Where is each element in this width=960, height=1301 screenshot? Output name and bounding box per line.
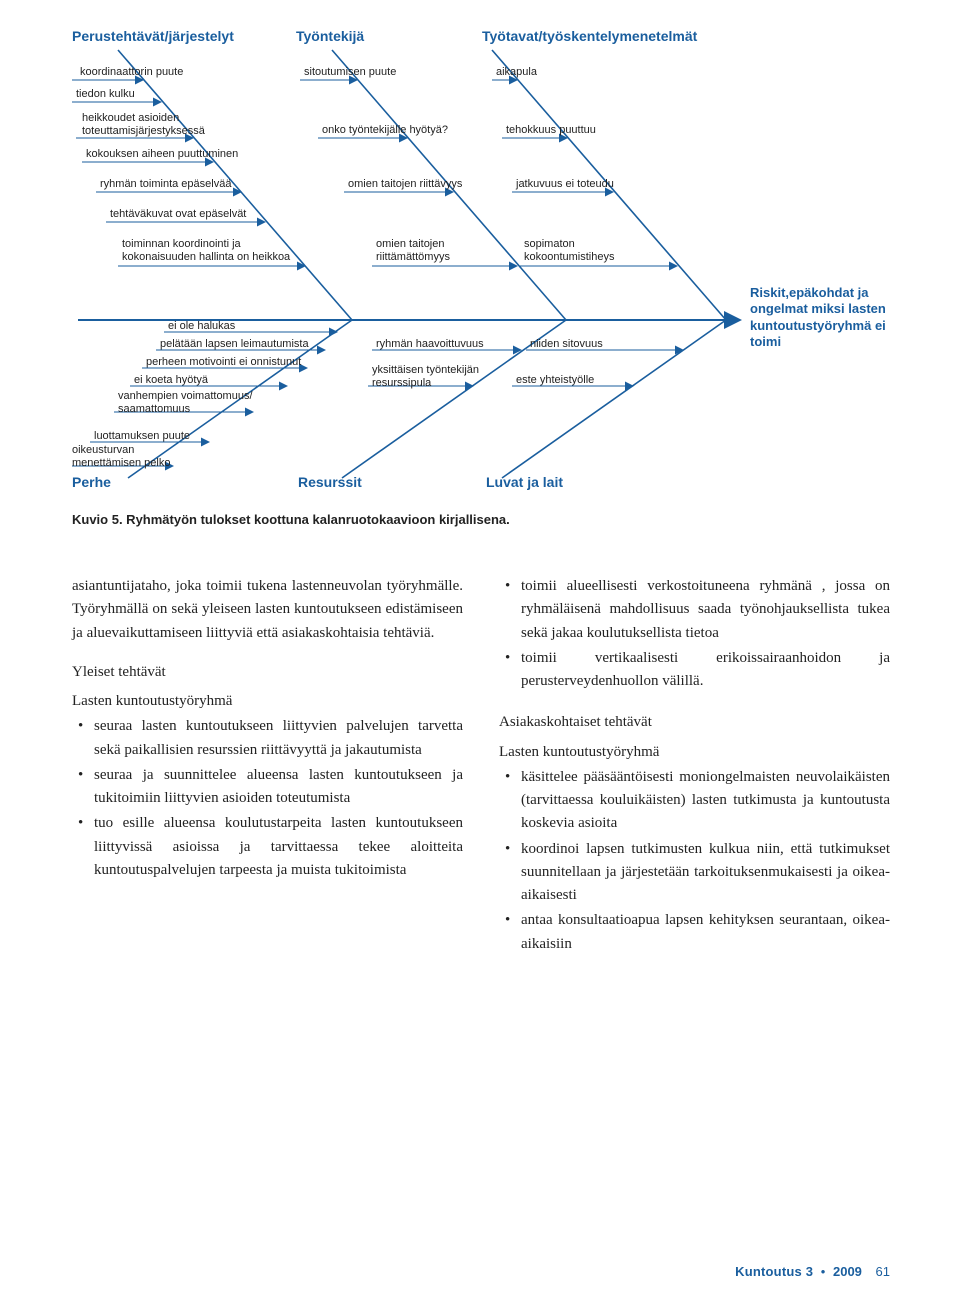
list-item: toimii alueellisesti verkostoituneena ry… bbox=[499, 575, 890, 645]
fish-label: este yhteistyölle bbox=[516, 374, 594, 387]
fish-label: tehokkuus puuttuu bbox=[506, 124, 596, 137]
footer-page: 61 bbox=[866, 1264, 890, 1279]
footer-separator-icon: • bbox=[817, 1264, 830, 1279]
list-item: toimii vertikaalisesti erikoissairaanhoi… bbox=[499, 647, 890, 694]
list-item: antaa konsultaatioapua lapsen kehityksen… bbox=[499, 909, 890, 956]
fish-label: ei ole halukas bbox=[168, 320, 235, 333]
fish-label: vanhempien voimattomuus/ saamattomuus bbox=[118, 390, 268, 416]
body-paragraph: asiantuntijataho, joka toimii tukena las… bbox=[72, 575, 463, 645]
list-item: koordinoi lapsen tutkimusten kulkua niin… bbox=[499, 838, 890, 908]
lead-line: Lasten kuntoutustyöryhmä bbox=[72, 690, 463, 713]
fish-label: tiedon kulku bbox=[76, 88, 135, 101]
fish-label: toiminnan koordinointi ja kokonaisuuden … bbox=[122, 238, 302, 264]
fish-header-bot-mid: Resurssit bbox=[298, 474, 362, 490]
fish-label: sopimaton kokoontumistiheys bbox=[524, 238, 644, 264]
fish-header-top-left: Perustehtävät/järjestelyt bbox=[72, 28, 234, 44]
list-item: käsittelee pääsääntöisesti moniongelmais… bbox=[499, 766, 890, 836]
fish-label: onko työntekijälle hyötyä? bbox=[322, 124, 448, 137]
body-list: toimii alueellisesti verkostoituneena ry… bbox=[499, 575, 890, 693]
fish-label: yksittäisen työntekijän resurssipula bbox=[372, 364, 502, 390]
body-list: seuraa lasten kuntoutukseen liittyvien p… bbox=[72, 715, 463, 882]
fish-label: niiden sitovuus bbox=[530, 338, 603, 351]
fish-label: omien taitojen riittämättömyys bbox=[376, 238, 476, 264]
fishbone-outcome: Riskit,epäkohdat ja ongelmat miksi laste… bbox=[750, 285, 896, 350]
fish-label: heikkoudet asioiden toteuttamisjärjestyk… bbox=[82, 112, 222, 138]
page-footer: Kuntoutus 3 • 2009 61 bbox=[735, 1264, 890, 1279]
list-item: seuraa ja suunnittelee alueensa lasten k… bbox=[72, 764, 463, 811]
column-left: asiantuntijataho, joka toimii tukena las… bbox=[72, 575, 463, 970]
fish-label: kokouksen aiheen puuttuminen bbox=[86, 148, 238, 161]
body-list: käsittelee pääsääntöisesti moniongelmais… bbox=[499, 766, 890, 956]
fish-label: ryhmän haavoittuvuus bbox=[376, 338, 484, 351]
fish-label: omien taitojen riittävyys bbox=[348, 178, 462, 191]
fish-label: oikeusturvan menettämisen pelko bbox=[72, 444, 192, 470]
fish-header-top-mid: Työntekijä bbox=[296, 28, 364, 44]
fish-header-bot-left: Perhe bbox=[72, 474, 111, 490]
footer-journal: Kuntoutus 3 bbox=[735, 1264, 813, 1279]
fish-label: jatkuvuus ei toteudu bbox=[516, 178, 614, 191]
section-heading: Asiakaskohtaiset tehtävät bbox=[499, 711, 890, 734]
fish-label: aikapula bbox=[496, 66, 537, 79]
fish-label: tehtäväkuvat ovat epäselvät bbox=[110, 208, 246, 221]
fish-label: ryhmän toiminta epäselvää bbox=[100, 178, 231, 191]
fishbone-diagram: Perustehtävät/järjestelyt Työntekijä Työ… bbox=[72, 34, 892, 482]
fish-header-bot-right: Luvat ja lait bbox=[486, 474, 563, 490]
fish-label: pelätään lapsen leimautumista bbox=[160, 338, 309, 351]
list-item: tuo esille alueensa koulutustarpeita las… bbox=[72, 812, 463, 882]
fish-label: luottamuksen puute bbox=[94, 430, 190, 443]
fish-label: perheen motivointi ei onnistunut bbox=[146, 356, 301, 369]
fish-label: ei koeta hyötyä bbox=[134, 374, 208, 387]
figure-caption: Kuvio 5. Ryhmätyön tulokset koottuna kal… bbox=[72, 512, 890, 527]
lead-line: Lasten kuntoutustyöryhmä bbox=[499, 741, 890, 764]
fish-label: sitoutumisen puute bbox=[304, 66, 396, 79]
section-heading: Yleiset tehtävät bbox=[72, 661, 463, 684]
list-item: seuraa lasten kuntoutukseen liittyvien p… bbox=[72, 715, 463, 762]
fish-header-top-right: Työtavat/työskentelymenetelmät bbox=[482, 28, 697, 44]
footer-year: 2009 bbox=[833, 1264, 862, 1279]
fish-label: koordinaattorin puute bbox=[80, 66, 183, 79]
column-right: toimii alueellisesti verkostoituneena ry… bbox=[499, 575, 890, 970]
body-columns: asiantuntijataho, joka toimii tukena las… bbox=[72, 575, 890, 970]
